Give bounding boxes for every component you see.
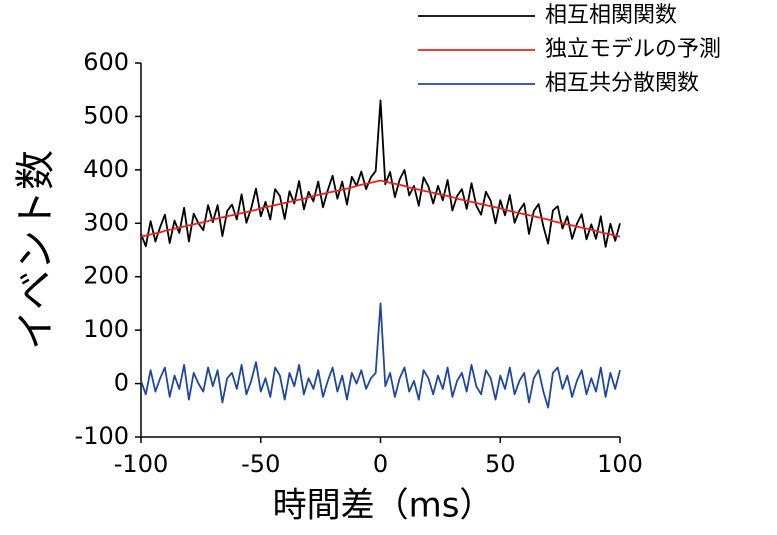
y-tick-label: 500 [83,101,129,129]
legend-label: 独立モデルの予測 [545,37,721,62]
y-tick-label: 0 [114,369,129,397]
legend-label: 相互共分散関数 [545,71,699,96]
x-axis-label: 時間差（ms） [273,486,494,526]
x-tick-label: 100 [597,450,643,478]
y-tick-label: 600 [83,48,129,76]
series-line [140,302,621,409]
y-tick-label: -100 [75,422,129,450]
y-tick-label: 100 [83,315,129,343]
y-tick-label: 300 [83,208,129,236]
y-tick-label: 400 [83,155,129,183]
x-tick-label: -50 [241,450,280,478]
x-tick-label: 0 [373,450,388,478]
series-line [140,99,621,248]
series-line [140,179,621,238]
x-tick-label: -100 [114,450,168,478]
y-tick-label: 200 [83,262,129,290]
x-tick-label: 50 [485,450,516,478]
y-axis-label: イベント数 [13,150,59,350]
legend-label: 相互相関関数 [545,3,677,28]
